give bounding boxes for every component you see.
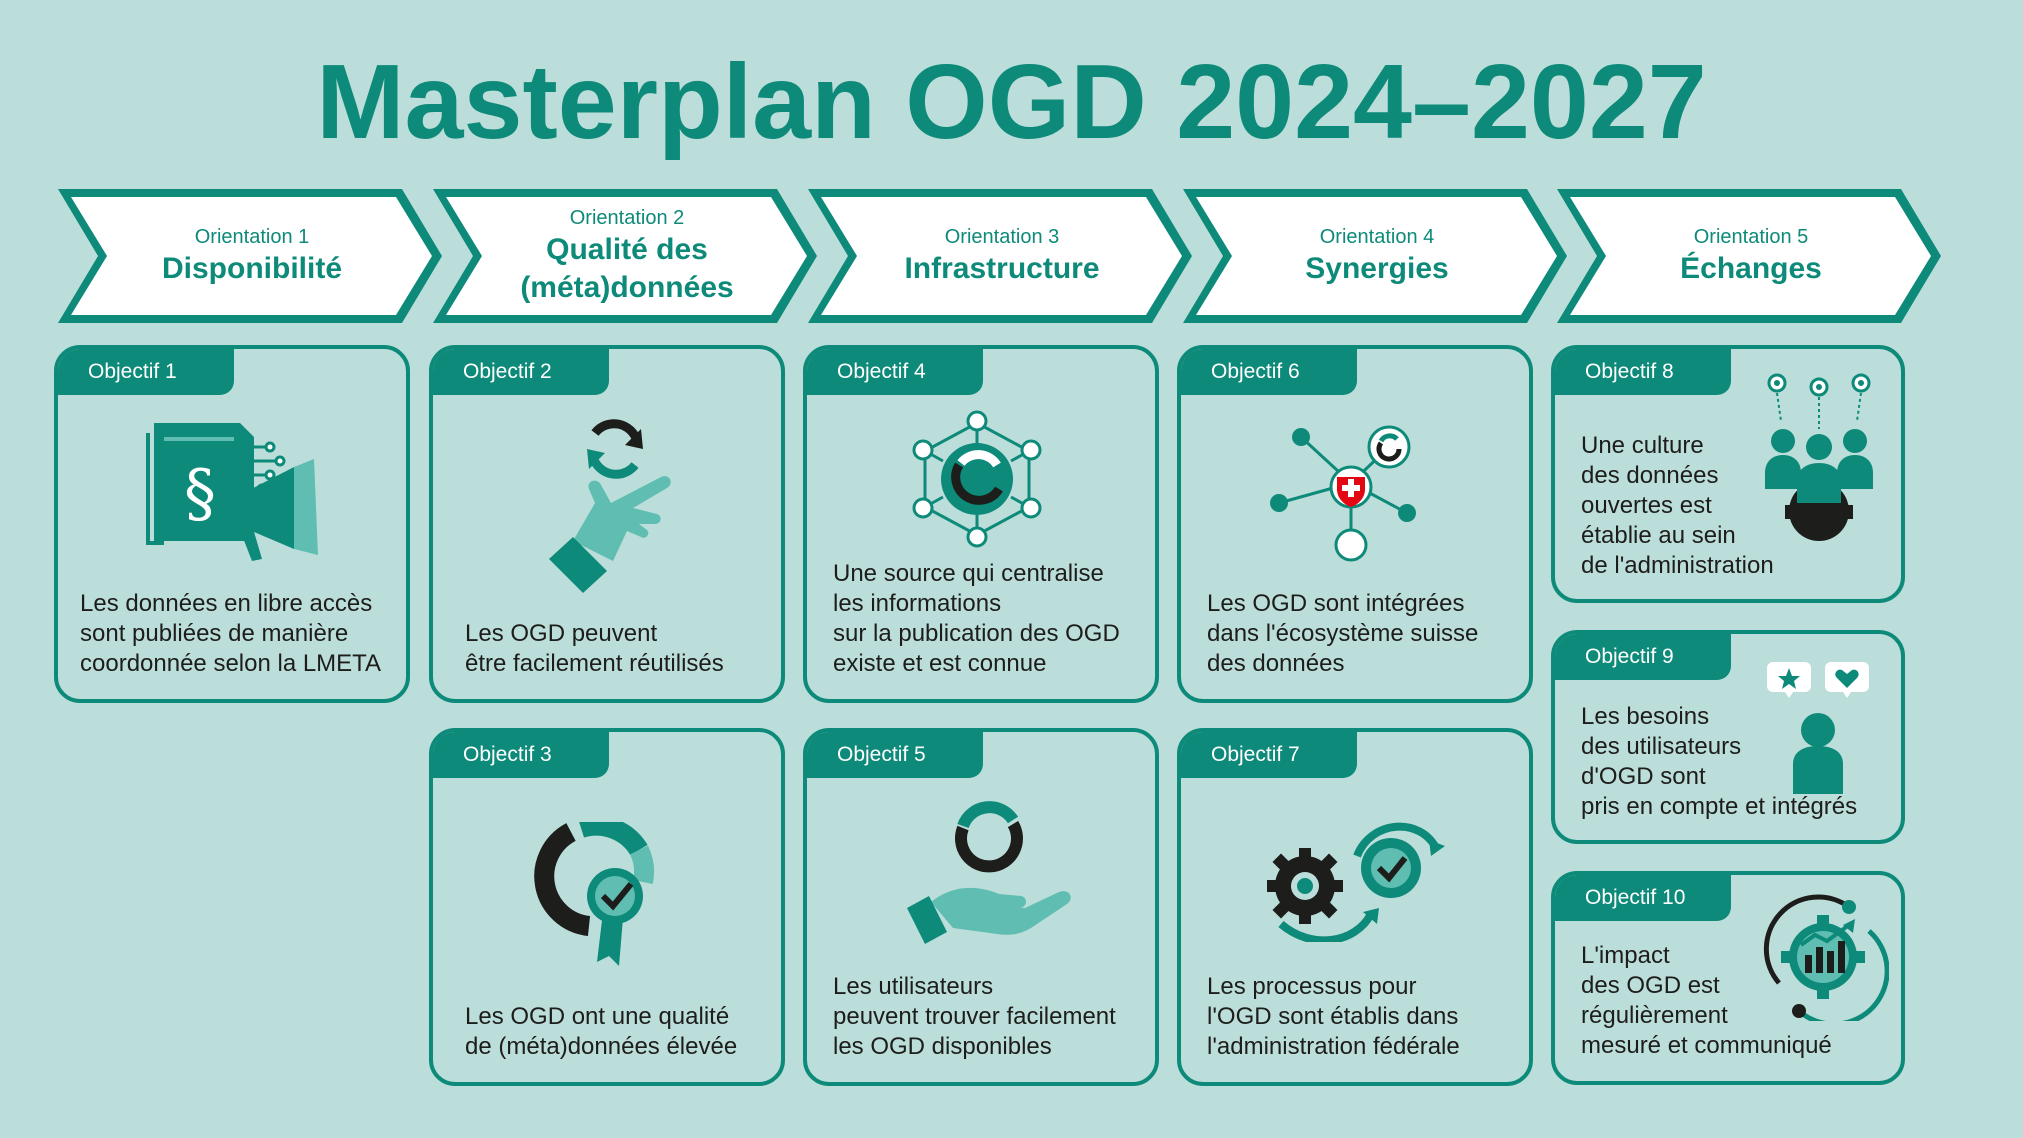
orientation-name: Infrastructure: [904, 252, 1100, 285]
objective-card-10: Objectif 10 L'impact des OGD est réguliè…: [1551, 871, 1905, 1085]
orientation-label: Orientation 1: [194, 226, 310, 248]
objective-text: Les données en libre accès sont publiées…: [80, 590, 382, 677]
objective-tag: Objectif 8: [1555, 349, 1731, 395]
objective-text: L'impact des OGD est régulièrement mesur…: [1581, 942, 1832, 1059]
network-hub-icon: [912, 410, 1042, 548]
objective-text: Une culture des données ouvertes est éta…: [1581, 432, 1774, 579]
objective-text: Les OGD sont intégrées dans l'écosystème…: [1207, 590, 1479, 677]
orientation-2-chevron: Orientation 2 Qualité des (méta)données: [429, 185, 821, 327]
objective-text: Les OGD ont une qualité de (méta)données…: [465, 1003, 738, 1060]
objective-card-4: Objectif 4 Une source qui centralise les…: [803, 345, 1159, 703]
orientation-name: Échanges: [1680, 252, 1822, 285]
objective-tag: Objectif 5: [807, 732, 983, 778]
impact-chart-gear-icon: [1763, 894, 1889, 1021]
objective-tag: Objectif 3: [433, 732, 609, 778]
objective-card-5: Objectif 5 Les utilisateurs peuvent trou…: [803, 728, 1159, 1086]
page-title: Masterplan OGD 2024–2027: [316, 43, 1707, 161]
orientation-3-chevron: Orientation 3 Infrastructure: [804, 185, 1196, 327]
objective-text: Les OGD peuvent être facilement réutilis…: [465, 620, 724, 677]
orientation-name: Qualité des (méta)données: [520, 233, 734, 304]
user-feedback-icon: [1767, 662, 1869, 794]
objective-tag: Objectif 9: [1555, 634, 1731, 680]
objective-text: Une source qui centralise les informatio…: [833, 560, 1120, 677]
objective-tag: Objectif 4: [807, 349, 983, 395]
orientation-name: Synergies: [1305, 252, 1449, 285]
law-document-megaphone-icon: §: [146, 423, 318, 561]
objective-card-2: Objectif 2 Les OGD peuvent être facileme…: [429, 345, 785, 703]
objective-text: Les utilisateurs peuvent trouver facilem…: [833, 973, 1116, 1060]
team-gear-ideas-icon: [1765, 373, 1873, 541]
orientation-1-chevron: Orientation 1 Disponibilité: [54, 185, 446, 327]
objective-card-6: Objectif 5 Objectif 6 Les OGD sont intég…: [1177, 345, 1533, 703]
quality-badge-icon: [534, 822, 655, 966]
objective-tag: Objectif 10: [1555, 875, 1731, 921]
orientation-label: Orientation 5: [1693, 226, 1809, 248]
swiss-network-icon: [1270, 425, 1416, 562]
objective-card-1: Objectif 1 § Les données en libre accès …: [54, 345, 410, 703]
orientation-label: Orientation 2: [569, 207, 685, 229]
hand-pointing-refresh-icon: [549, 419, 671, 593]
orientation-5-chevron: Orientation 5 Échanges: [1553, 185, 1945, 327]
objective-tag: Objectif 2: [433, 349, 609, 395]
orientation-name: Disponibilité: [162, 252, 342, 285]
orientation-label: Orientation 4: [1319, 226, 1435, 248]
objective-card-8: Objectif 8 Une culture des données ouver…: [1551, 345, 1905, 603]
objective-tag: Objectif 6: [1181, 349, 1357, 395]
hand-holding-ring-icon: [907, 801, 1071, 944]
objective-tag: Objectif 7: [1181, 732, 1357, 778]
orientation-label: Orientation 3: [944, 226, 1060, 248]
objective-tag: Objectif 1: [58, 349, 234, 395]
orientation-4-chevron: Orientation 4 Synergies: [1179, 185, 1571, 327]
objective-text: Les besoins des utilisateurs d'OGD sont …: [1581, 703, 1858, 820]
objective-card-7: Objectif 7 Les processus pour l'OGD sont…: [1177, 728, 1533, 1086]
objective-card-9: Objectif 9 Les besoins des utilisateurs …: [1551, 630, 1905, 844]
gears-process-icon: [1267, 822, 1445, 942]
svg-text:§: §: [184, 457, 216, 531]
objective-text: Les processus pour l'OGD sont établis da…: [1207, 973, 1460, 1060]
objective-card-3: Objectif 3 Les OGD ont une qualité de (m…: [429, 728, 785, 1086]
